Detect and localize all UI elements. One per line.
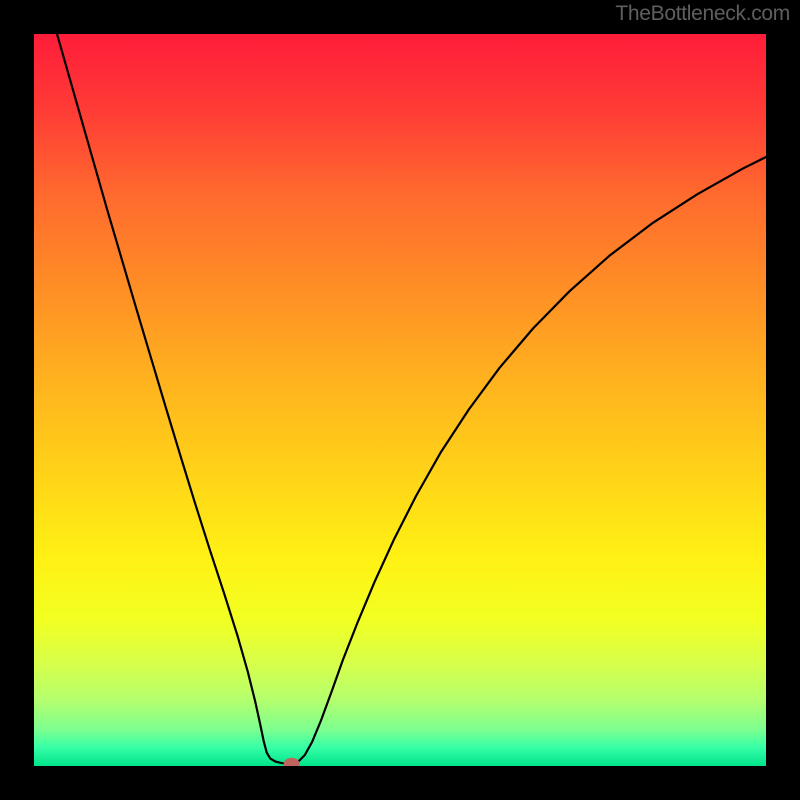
frame-mask — [766, 34, 800, 766]
frame-mask — [0, 766, 800, 800]
plot-area — [34, 34, 766, 766]
chart-svg — [0, 0, 800, 800]
watermark-text: TheBottleneck.com — [615, 2, 790, 26]
bottleneck-chart: TheBottleneck.com — [0, 0, 800, 800]
frame-mask — [0, 34, 34, 766]
